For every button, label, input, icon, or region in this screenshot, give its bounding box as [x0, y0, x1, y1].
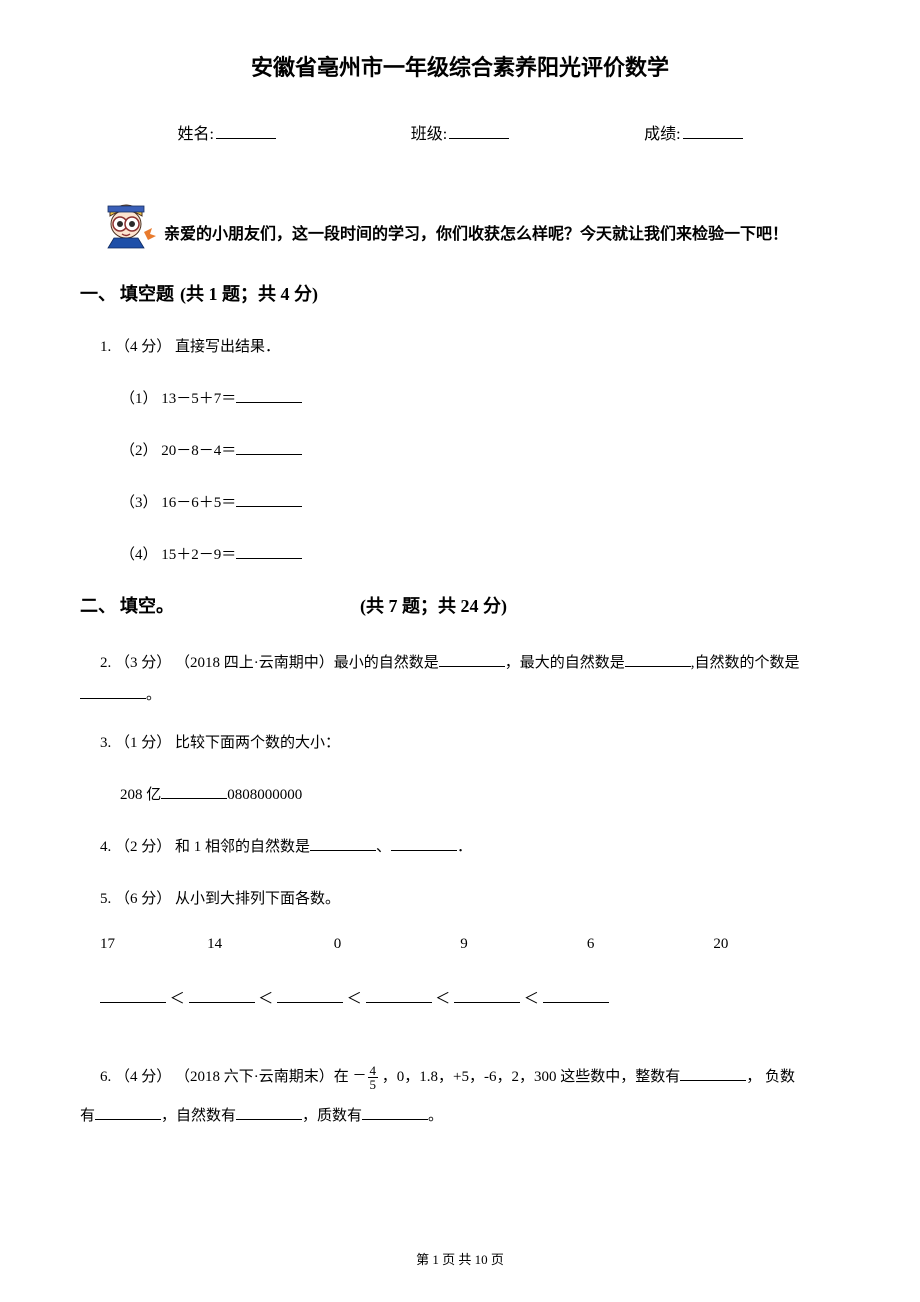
- name-field: 姓名:: [177, 120, 275, 144]
- q1-p2-text: （2） 20－8－4＝: [120, 443, 236, 459]
- q2-blank2: [625, 651, 691, 667]
- q6-blank4: [362, 1104, 428, 1120]
- q5-b1: [189, 987, 255, 1003]
- question-6: 6. （4 分） （2018 六下·云南期末）在 －45 ，0，1.8，+5，-…: [80, 1058, 840, 1136]
- q1-header: 1. （4 分） 直接写出结果．: [100, 332, 840, 362]
- q4-line: 4. （2 分） 和 1 相邻的自然数是 、 ．: [100, 832, 840, 862]
- q6-mid2: ， 负数: [746, 1069, 795, 1085]
- q2-mid2: ,自然数的个数是: [691, 655, 800, 671]
- q6-prefix: 6. （4 分） （2018 六下·云南期末）在: [80, 1069, 353, 1085]
- q2-prefix: 2. （3 分） （2018 四上·云南期中）最小的自然数是: [100, 655, 439, 671]
- document-title: 安徽省亳州市一年级综合素养阳光评价数学: [80, 50, 840, 82]
- q6-neg-fraction: －45: [353, 1059, 379, 1095]
- q3-right: 0808000000: [227, 787, 302, 803]
- q3-blank: [161, 783, 227, 799]
- q2-blank1: [439, 651, 505, 667]
- score-label: 成绩:: [644, 120, 680, 144]
- q5-n5: 20: [713, 936, 840, 953]
- q3-compare: 208 亿 0808000000: [100, 780, 840, 810]
- score-field: 成绩:: [644, 120, 742, 144]
- neg-sign: －: [353, 1059, 367, 1095]
- section-1-meta: (共 1 题；共 4 分): [180, 280, 318, 306]
- q5-b5: [543, 987, 609, 1003]
- frac-den: 5: [368, 1078, 379, 1091]
- mascot-row: 亲爱的小朋友们，这一段时间的学习，你们收获怎么样呢？今天就让我们来检验一下吧！: [80, 192, 840, 250]
- q2-line2: 。: [80, 683, 840, 704]
- q6-mid3: ，自然数有: [161, 1108, 236, 1124]
- q1-p3-text: （3） 16－6＋5＝: [120, 495, 236, 511]
- q5-lt3: ＜: [435, 991, 450, 1007]
- q4-prefix: 4. （2 分） 和 1 相邻的自然数是: [100, 839, 310, 855]
- q5-b4: [454, 987, 520, 1003]
- q5-numbers: 17 14 0 9 6 20: [80, 936, 840, 953]
- q4-blank1: [310, 835, 376, 851]
- q5-n2: 0: [334, 936, 461, 953]
- question-5: 5. （6 分） 从小到大排列下面各数。: [80, 884, 840, 914]
- q6-blank2: [95, 1104, 161, 1120]
- q1-p4-blank: [236, 543, 302, 559]
- q5-header: 5. （6 分） 从小到大排列下面各数。: [100, 884, 840, 914]
- question-4: 4. （2 分） 和 1 相邻的自然数是 、 ．: [80, 832, 840, 862]
- question-1: 1. （4 分） 直接写出结果． （1） 13－5＋7＝ （2） 20－8－4＝…: [80, 332, 840, 570]
- q6-mid1: ，0，1.8，+5，-6，2，300 这些数中，整数有: [378, 1069, 680, 1085]
- frac-num: 4: [368, 1064, 379, 1078]
- q4-blank2: [391, 835, 457, 851]
- section-2-header: 二、 填空。 (共 7 题；共 24 分): [80, 592, 840, 618]
- section-1-num: 一、: [80, 280, 116, 306]
- q1-p1-text: （1） 13－5＋7＝: [120, 391, 236, 407]
- q5-lt0: ＜: [170, 991, 185, 1007]
- q5-n3: 9: [460, 936, 587, 953]
- q5-b2: [277, 987, 343, 1003]
- q6-line2a: 有: [80, 1108, 95, 1124]
- q2-mid1: ，最大的自然数是: [505, 655, 625, 671]
- q3-left: 208 亿: [120, 787, 161, 803]
- class-label: 班级:: [411, 120, 447, 144]
- name-blank: [216, 123, 276, 139]
- q5-n1: 14: [207, 936, 334, 953]
- q6-mid4: ，质数有: [302, 1108, 362, 1124]
- page-footer: 第 1 页 共 10 页: [0, 1249, 920, 1268]
- q5-lt4: ＜: [524, 991, 539, 1007]
- q5-sort-row: ＜ ＜ ＜ ＜ ＜: [80, 987, 840, 1008]
- q4-sep: 、: [376, 839, 391, 855]
- q4-suffix: ．: [457, 839, 472, 855]
- name-label: 姓名:: [177, 120, 213, 144]
- q1-p4-text: （4） 15＋2－9＝: [120, 547, 236, 563]
- q5-n0: 17: [100, 936, 207, 953]
- q5-lt2: ＜: [347, 991, 362, 1007]
- q2-suffix: 。: [146, 687, 161, 703]
- q6-blank1: [680, 1065, 746, 1081]
- q5-b3: [366, 987, 432, 1003]
- greeting-text: 亲爱的小朋友们，这一段时间的学习，你们收获怎么样呢？今天就让我们来检验一下吧！: [164, 221, 788, 250]
- score-blank: [683, 123, 743, 139]
- q1-part2: （2） 20－8－4＝: [100, 436, 840, 466]
- q6-suffix: 。: [428, 1108, 443, 1124]
- q5-lt1: ＜: [258, 991, 273, 1007]
- fraction-icon: 45: [368, 1064, 379, 1091]
- class-field: 班级:: [411, 120, 509, 144]
- q1-part1: （1） 13－5＋7＝: [100, 384, 840, 414]
- q1-p1-blank: [236, 387, 302, 403]
- q5-n4: 6: [587, 936, 714, 953]
- q1-part3: （3） 16－6＋5＝: [100, 488, 840, 518]
- mascot-icon: [100, 192, 158, 250]
- question-2: 2. （3 分） （2018 四上·云南期中）最小的自然数是 ，最大的自然数是 ,自…: [80, 644, 840, 683]
- q6-blank3: [236, 1104, 302, 1120]
- info-row: 姓名: 班级: 成绩:: [80, 120, 840, 144]
- q2-blank3: [80, 683, 146, 699]
- q1-p2-blank: [236, 439, 302, 455]
- q1-part4: （4） 15＋2－9＝: [100, 540, 840, 570]
- q5-b0: [100, 987, 166, 1003]
- section-2-label: 填空。: [120, 592, 360, 618]
- section-2-meta: (共 7 题；共 24 分): [360, 592, 507, 618]
- question-3: 3. （1 分） 比较下面两个数的大小： 208 亿 0808000000: [80, 728, 840, 810]
- section-1-header: 一、 填空题 (共 1 题；共 4 分): [80, 280, 840, 306]
- section-2-num: 二、: [80, 592, 116, 618]
- section-1-label: 填空题: [120, 280, 174, 306]
- class-blank: [449, 123, 509, 139]
- q1-p3-blank: [236, 491, 302, 507]
- q3-header: 3. （1 分） 比较下面两个数的大小：: [100, 728, 840, 758]
